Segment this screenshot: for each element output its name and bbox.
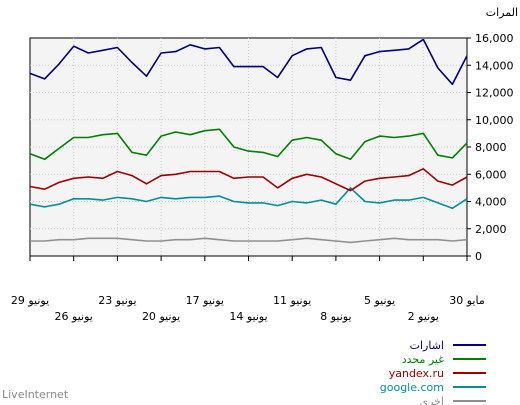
x-tick-label: 2 يونيو	[408, 310, 439, 323]
x-tick-label: 20 يونيو	[142, 310, 180, 323]
y-tick-label: 14,000	[475, 59, 514, 72]
x-axis-ticks: 29 يونيو 23 يونيو 17 يونيو 11 يونيو 5 يونيو 3…	[11, 256, 485, 323]
x-tick-label: 30 مايو	[449, 294, 485, 307]
series-lines	[29, 38, 468, 244]
y-axis-ticks: 0 2,000 4,000 6,000 8,000 10,000 12,000 14,000 1…	[467, 32, 514, 263]
x-tick-label: 8 يونيو	[320, 310, 351, 323]
y-tick-label: 6,000	[475, 168, 507, 181]
y-axis-label: المرات	[486, 6, 518, 19]
y-tick-label: 2,000	[475, 223, 507, 236]
x-tick-label: 23 يونيو	[98, 294, 136, 307]
series-line	[29, 168, 468, 192]
y-tick-label: 8,000	[475, 141, 507, 154]
y-tick-label: 16,000	[475, 32, 514, 45]
x-tick-label: 11 يونيو	[273, 294, 311, 307]
series-line	[30, 237, 468, 244]
y-tick-label: 4,000	[475, 196, 507, 209]
series-line	[29, 38, 468, 86]
x-tick-label: 29 يونيو	[11, 294, 49, 307]
legend-label: google.com	[380, 381, 444, 394]
legend-label: اشارات	[410, 339, 444, 352]
grid	[30, 38, 467, 256]
y-tick-label: 0	[475, 250, 482, 263]
series-line	[29, 187, 468, 210]
footer-brand: LiveInternet	[2, 388, 69, 401]
legend-label: yandex.ru	[389, 367, 444, 380]
legend-label: اخرى	[419, 395, 444, 405]
y-tick-label: 10,000	[475, 114, 514, 127]
legend-label: غير محدد	[402, 353, 445, 366]
x-tick-label: 5 يونيو	[364, 294, 395, 307]
x-tick-label: 26 يونيو	[55, 310, 93, 323]
x-tick-label: 14 يونيو	[229, 310, 267, 323]
series-line	[29, 128, 468, 161]
x-tick-label: 17 يونيو	[186, 294, 224, 307]
y-tick-label: 12,000	[475, 87, 514, 100]
